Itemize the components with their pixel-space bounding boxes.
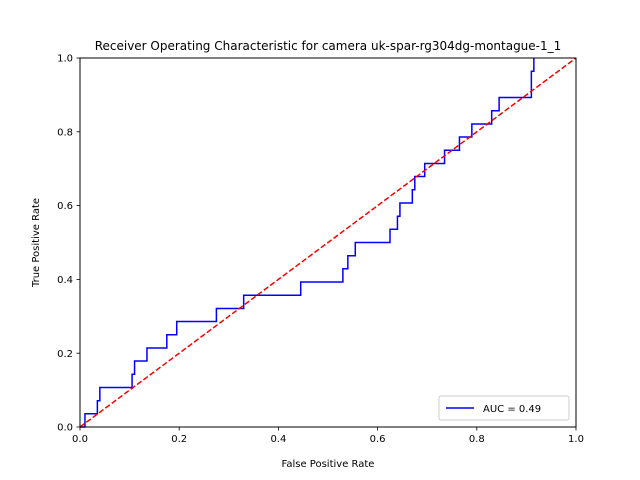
legend-box <box>438 395 570 421</box>
y-tick-label: 0.6 <box>57 201 73 212</box>
chance-diagonal-line <box>79 57 577 428</box>
series-layer <box>79 57 577 428</box>
legend-entry-label: AUC = 0.49 <box>483 404 541 415</box>
x-tick-label: 0.4 <box>270 434 286 445</box>
y-tick-label: 0.2 <box>57 349 73 360</box>
y-axis-ticks: 0.0 0.2 0.4 0.6 0.8 1.0 <box>57 54 80 434</box>
y-tick-label: 0.0 <box>57 423 73 434</box>
x-tick-label: 0.6 <box>370 434 386 445</box>
x-tick-label: 0.8 <box>469 434 485 445</box>
x-tick-label: 0.2 <box>171 434 187 445</box>
y-tick-label: 1.0 <box>57 54 73 65</box>
x-axis-label: False Positive Rate <box>282 459 375 470</box>
y-tick-label: 0.4 <box>57 275 73 286</box>
roc-curve-line <box>80 58 535 428</box>
plot-frame <box>79 57 577 428</box>
y-axis-label: True Positive Rate <box>31 198 42 288</box>
legend: AUC = 0.49 <box>438 395 570 421</box>
x-axis-ticks: 0.0 0.2 0.4 0.6 0.8 1.0 <box>72 427 584 445</box>
y-tick-label: 0.8 <box>57 127 73 138</box>
x-tick-label: 0.0 <box>72 434 88 445</box>
chart-title: Receiver Operating Characteristic for ca… <box>95 39 562 53</box>
x-tick-label: 1.0 <box>568 434 584 445</box>
